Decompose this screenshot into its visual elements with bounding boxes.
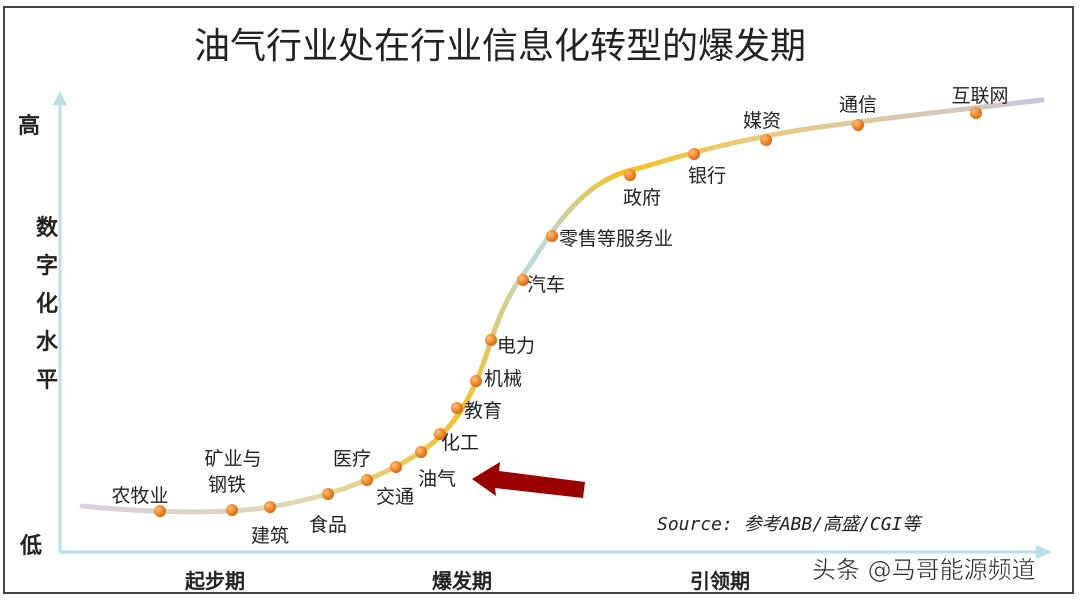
industry-label: 教育 <box>464 400 502 422</box>
industry-point <box>970 107 982 119</box>
industry-label: 通信 <box>839 94 877 116</box>
industry-label: 钢铁 <box>208 474 246 496</box>
industry-label: 媒资 <box>743 110 781 132</box>
y-axis-label-char: 水 <box>36 330 59 355</box>
industry-2: 建筑 <box>251 501 289 547</box>
industry-label: 油气 <box>418 468 456 490</box>
s-curve <box>79 97 1045 515</box>
stage-label: 起步期 <box>184 569 245 593</box>
industry-point <box>470 375 482 387</box>
industry-point <box>154 505 166 517</box>
industry-label: 交通 <box>376 486 414 508</box>
x-axis-arrowhead <box>1036 545 1052 559</box>
industry-label: 零售等服务业 <box>559 228 673 250</box>
y-axis-label-char: 数 <box>36 215 59 241</box>
industry-point <box>226 504 238 516</box>
industry-point <box>517 274 529 286</box>
industry-5: 交通 <box>376 461 414 508</box>
industry-point <box>264 501 276 513</box>
industry-label: 食品 <box>309 514 347 536</box>
industry-11: 汽车 <box>517 274 565 296</box>
diagram-frame <box>3 6 1074 594</box>
y-axis-label-char: 平 <box>36 368 58 393</box>
industry-label: 机械 <box>484 368 522 390</box>
industry-10: 电力 <box>485 334 535 357</box>
industry-point <box>415 446 427 458</box>
industry-4: 医疗 <box>333 448 373 486</box>
stage-labels: 起步期 爆发期 引领期 <box>184 569 750 593</box>
industry-12: 零售等服务业 <box>546 228 673 250</box>
y-axis-low: 低 <box>19 534 42 559</box>
industry-3: 食品 <box>309 488 347 536</box>
industry-point <box>688 148 700 160</box>
industry-label: 互联网 <box>951 85 1008 107</box>
y-axis-high: 高 <box>18 113 40 139</box>
industry-7: 化工 <box>434 428 479 454</box>
industry-point <box>361 474 373 486</box>
y-axis-arrowhead <box>53 91 67 105</box>
industry-6: 油气 <box>415 446 456 490</box>
industry-13: 政府 <box>623 169 661 209</box>
industry-point <box>485 334 497 346</box>
industry-15: 媒资 <box>743 110 781 146</box>
industry-point <box>451 402 463 414</box>
industry-point <box>852 119 864 131</box>
industry-label: 汽车 <box>527 274 565 296</box>
industry-point <box>760 134 772 146</box>
industry-label: 矿业与 <box>204 448 261 470</box>
stage-label: 引领期 <box>690 569 750 593</box>
stage-label: 爆发期 <box>432 569 492 593</box>
industry-8: 教育 <box>451 400 502 422</box>
industry-label: 银行 <box>688 165 726 187</box>
industry-label: 医疗 <box>333 448 371 470</box>
y-axis-label-char: 化 <box>36 291 58 317</box>
industry-point <box>434 428 446 440</box>
industry-point <box>546 230 558 242</box>
industry-0: 农牧业 <box>111 485 169 517</box>
industry-9: 机械 <box>470 368 522 390</box>
source-note: Source: 参考ABB/高盛/CGI等 <box>657 514 923 535</box>
industry-point <box>624 169 636 181</box>
industry-label: 政府 <box>623 187 661 209</box>
industry-label: 电力 <box>497 335 535 357</box>
watermark: 头条 @马哥能源频道 <box>812 556 1036 584</box>
y-axis-label-char: 字 <box>36 253 58 279</box>
industry-label: 农牧业 <box>111 485 168 507</box>
industry-14: 银行 <box>688 148 726 187</box>
industry-label: 建筑 <box>251 525 289 547</box>
industry-17: 互联网 <box>951 85 1009 119</box>
industry-label: 化工 <box>441 432 479 454</box>
diagram-title: 油气行业处在行业信息化转型的爆发期 <box>194 26 806 67</box>
industry-point <box>390 461 402 473</box>
industry-16: 通信 <box>839 94 877 131</box>
industry-point <box>322 488 334 500</box>
highlight-arrow <box>472 462 585 498</box>
